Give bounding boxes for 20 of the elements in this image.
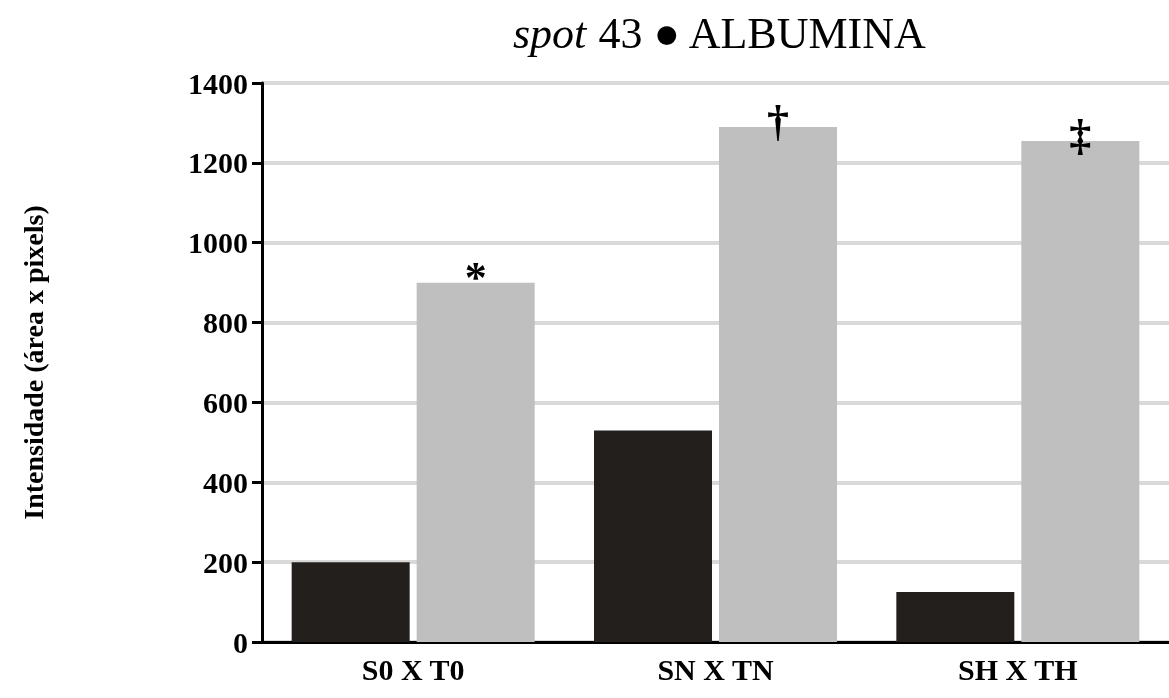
x-tick-label: SH X TH — [958, 652, 1078, 686]
y-tick-label: 1400 — [188, 66, 248, 100]
annotation: ‡ — [1069, 111, 1092, 161]
annotation: † — [767, 97, 789, 147]
y-tick-label: 400 — [203, 465, 248, 499]
y-axis-title: Intensidade (área x pixels) — [17, 205, 49, 520]
chart-title: spot 43 ● ALBUMINA — [512, 8, 927, 58]
bar — [416, 282, 535, 642]
x-tick-label: S0 X T0 — [361, 652, 465, 686]
bar — [594, 430, 712, 642]
bar — [896, 592, 1015, 642]
y-tick-label: 1200 — [188, 146, 248, 180]
bar — [291, 562, 410, 642]
annotation: * — [464, 253, 487, 303]
y-tick-label: 1000 — [188, 226, 248, 260]
y-tick-label: 600 — [203, 385, 248, 419]
y-tick-label: 0 — [233, 625, 248, 659]
y-tick-label: 200 — [203, 545, 248, 579]
x-tick-label: SN X TN — [657, 652, 774, 686]
y-tick-label: 800 — [203, 306, 248, 340]
